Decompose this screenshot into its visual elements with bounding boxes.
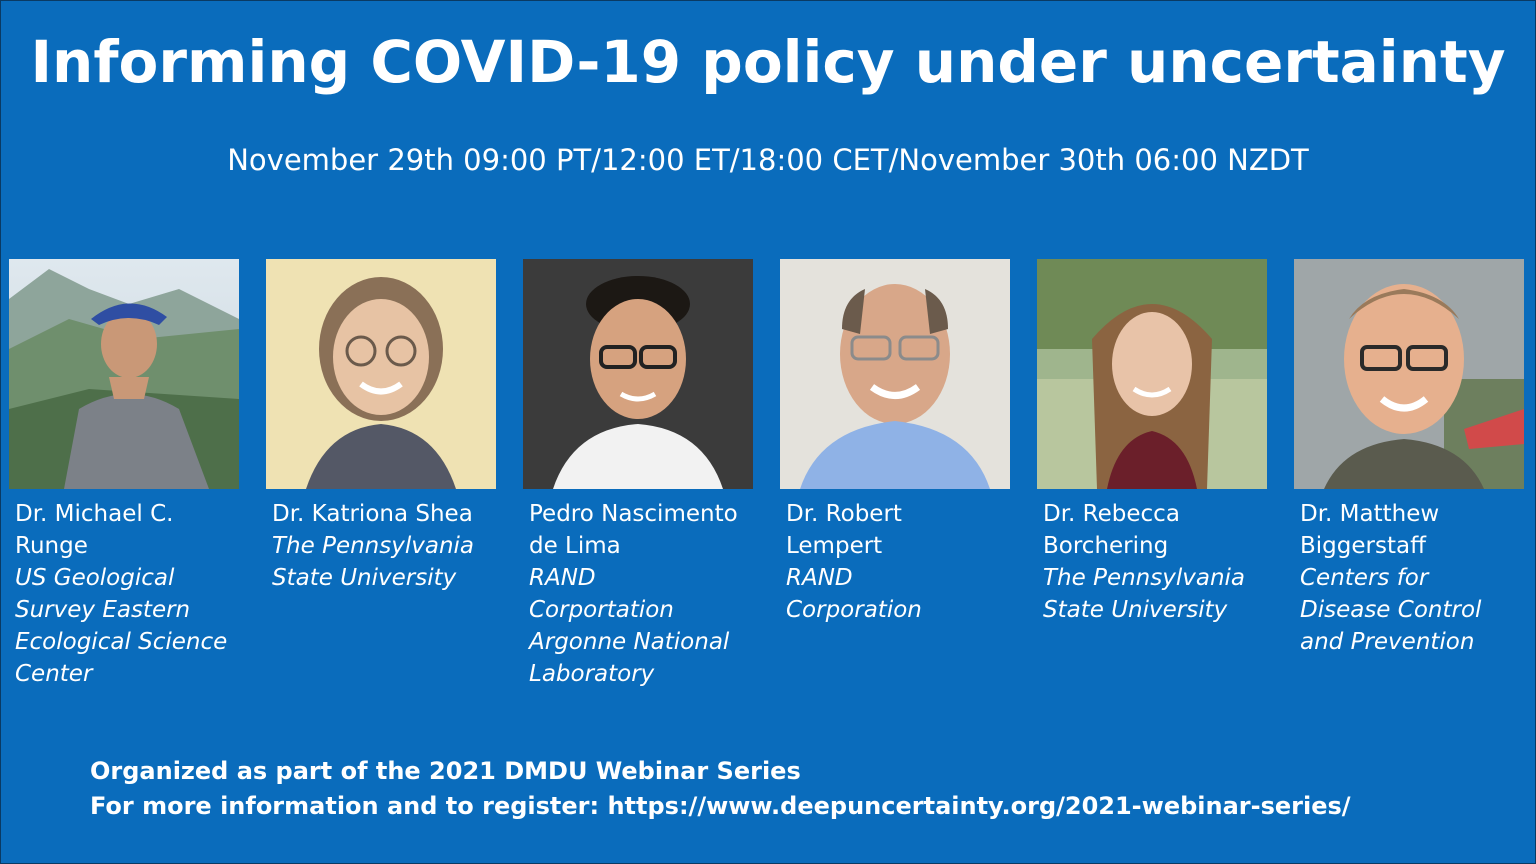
speaker-affiliation: RAND Corportation Argonne National Labor… — [529, 565, 730, 687]
registration-link[interactable]: For more information and to register: ht… — [90, 792, 1351, 820]
speaker-photo — [780, 259, 1010, 489]
speaker-photo — [9, 259, 239, 489]
speaker-card: Dr. Katriona Shea The Pennsylvania State… — [266, 259, 516, 594]
speaker-card: Dr. Rebecca Borchering The Pennsylvania … — [1037, 259, 1287, 626]
speaker-name: Dr. Michael C. Runge — [15, 501, 174, 559]
speaker-card: Dr. Matthew Biggerstaff Centers for Dise… — [1294, 259, 1536, 658]
speaker-photo — [523, 259, 753, 489]
speaker-photo — [266, 259, 496, 489]
speaker-affiliation: US Geological Survey Eastern Ecological … — [15, 565, 228, 687]
speaker-name: Dr. Rebecca Borchering — [1043, 501, 1180, 559]
speaker-affiliation: RAND Corporation — [786, 565, 922, 623]
speaker-affiliation: The Pennsylvania State University — [1043, 565, 1246, 623]
speaker-affiliation: The Pennsylvania State University — [272, 533, 475, 591]
organizer-note: Organized as part of the 2021 DMDU Webin… — [90, 757, 801, 785]
speaker-card: Dr. Robert Lempert RAND Corporation — [780, 259, 1030, 626]
speaker-card: Pedro Nascimento de Lima RAND Corportati… — [523, 259, 773, 690]
speaker-name: Dr. Katriona Shea — [272, 501, 473, 527]
speaker-photo — [1037, 259, 1267, 489]
page-title: Informing COVID-19 policy under uncertai… — [30, 28, 1506, 96]
speaker-name: Dr. Robert Lempert — [786, 501, 902, 559]
speaker-affiliation: Centers for Disease Control and Preventi… — [1300, 565, 1482, 655]
speaker-name: Pedro Nascimento de Lima — [529, 501, 738, 559]
event-datetime: November 29th 09:00 PT/12:00 ET/18:00 CE… — [227, 143, 1309, 177]
speaker-card: Dr. Michael C. Runge US Geological Surve… — [9, 259, 259, 690]
speaker-name: Dr. Matthew Biggerstaff — [1300, 501, 1440, 559]
speaker-photo — [1294, 259, 1524, 489]
